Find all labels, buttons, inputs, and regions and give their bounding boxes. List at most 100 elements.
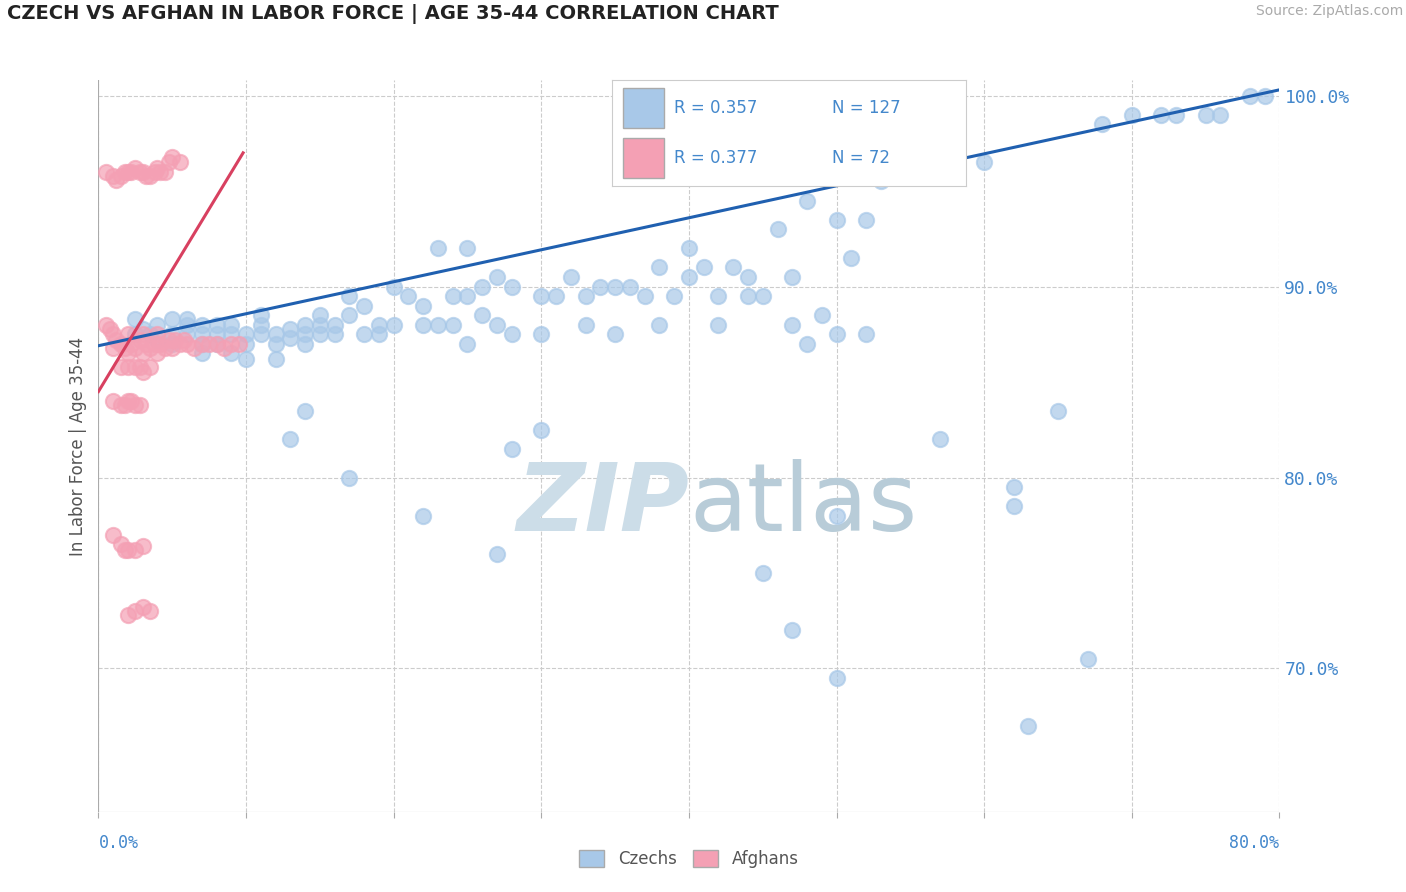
Point — [205, 336, 228, 351]
Point — [105, 172, 128, 186]
Point — [105, 333, 128, 347]
Point — [173, 333, 195, 347]
Point — [162, 341, 183, 355]
Point — [1164, 108, 1187, 122]
Point — [1150, 108, 1173, 122]
Point — [124, 398, 146, 412]
Point — [219, 336, 242, 351]
Point — [309, 318, 332, 332]
Point — [117, 327, 139, 342]
Point — [323, 327, 346, 342]
Point — [486, 547, 509, 561]
Point — [198, 336, 221, 351]
Point — [427, 318, 450, 332]
Y-axis label: In Labor Force | Age 35-44: In Labor Force | Age 35-44 — [69, 336, 87, 556]
Point — [157, 333, 180, 347]
Point — [294, 403, 316, 417]
Point — [94, 165, 117, 179]
Point — [323, 318, 346, 332]
Point — [751, 566, 773, 580]
Point — [139, 359, 162, 374]
Point — [1077, 652, 1099, 666]
Point — [441, 289, 464, 303]
Point — [737, 289, 759, 303]
Point — [782, 270, 804, 285]
Point — [353, 327, 375, 342]
Point — [162, 336, 183, 351]
Point — [605, 279, 627, 293]
Point — [264, 327, 287, 342]
Point — [278, 321, 302, 335]
Point — [205, 327, 228, 342]
Point — [1254, 88, 1277, 103]
Point — [153, 341, 176, 355]
Point — [309, 308, 332, 322]
Point — [128, 398, 150, 412]
Point — [839, 251, 862, 265]
Point — [235, 327, 257, 342]
Text: 0.0%: 0.0% — [98, 834, 138, 852]
Point — [117, 346, 139, 360]
Point — [825, 327, 848, 342]
Point — [124, 312, 146, 326]
Point — [721, 260, 744, 275]
Point — [103, 327, 125, 342]
Point — [169, 336, 191, 351]
Point — [810, 308, 832, 322]
Point — [219, 346, 242, 360]
Point — [117, 359, 139, 374]
Point — [124, 359, 146, 374]
Point — [250, 327, 273, 342]
Point — [855, 327, 877, 342]
Point — [135, 336, 157, 351]
Point — [128, 165, 150, 179]
Point — [633, 289, 655, 303]
Point — [120, 336, 142, 351]
Point — [139, 169, 162, 183]
Point — [544, 289, 567, 303]
Point — [149, 336, 172, 351]
Point — [176, 318, 198, 332]
Point — [132, 600, 155, 615]
Point — [176, 327, 198, 342]
Point — [117, 607, 139, 622]
Point — [855, 212, 877, 227]
Point — [117, 165, 139, 179]
Point — [165, 333, 187, 347]
Point — [943, 108, 966, 122]
Legend: Czechs, Afghans: Czechs, Afghans — [571, 842, 807, 877]
Point — [456, 336, 478, 351]
Point — [441, 318, 464, 332]
Point — [782, 318, 804, 332]
Point — [471, 308, 494, 322]
Point — [183, 341, 205, 355]
Point — [1046, 403, 1069, 417]
Point — [205, 318, 228, 332]
Point — [124, 341, 146, 355]
Point — [1002, 480, 1025, 494]
Point — [191, 336, 214, 351]
Point — [751, 289, 773, 303]
Point — [219, 327, 242, 342]
Point — [219, 318, 242, 332]
Point — [766, 222, 789, 236]
Point — [132, 165, 155, 179]
Point — [782, 624, 804, 638]
Point — [737, 270, 759, 285]
Point — [132, 346, 155, 360]
Point — [176, 312, 198, 326]
Point — [235, 336, 257, 351]
Point — [228, 336, 250, 351]
Point — [157, 155, 180, 169]
Point — [139, 327, 162, 342]
Point — [309, 327, 332, 342]
Point — [162, 150, 183, 164]
Point — [143, 336, 166, 351]
Point — [530, 327, 553, 342]
Point — [412, 508, 434, 523]
Point — [501, 327, 523, 342]
Point — [94, 318, 117, 332]
Point — [146, 333, 169, 347]
Point — [353, 299, 375, 313]
Point — [471, 279, 494, 293]
